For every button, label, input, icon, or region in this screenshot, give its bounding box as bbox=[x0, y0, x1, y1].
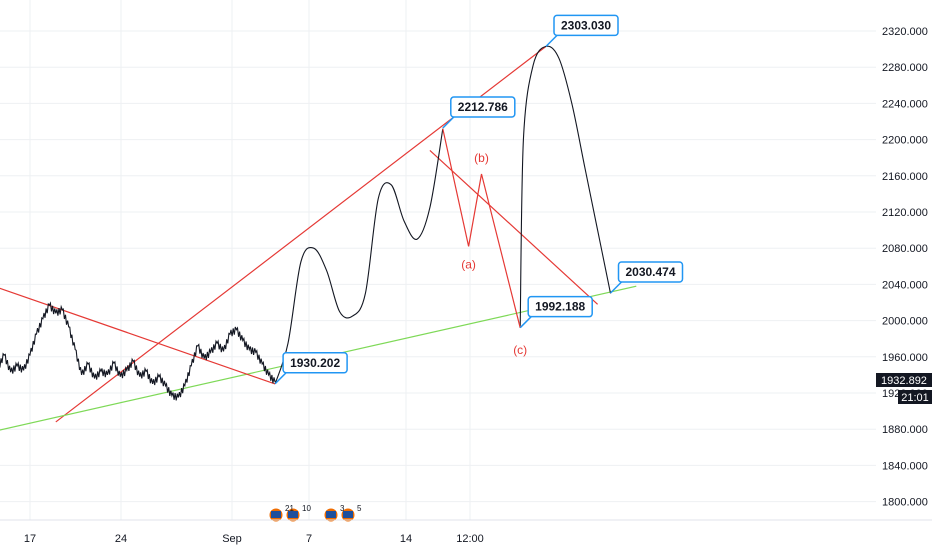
callout-pointer bbox=[442, 115, 456, 129]
correction-line bbox=[442, 128, 521, 328]
y-tick-label: 2000.000 bbox=[882, 316, 928, 328]
callout-label: 2030.474 bbox=[625, 265, 675, 279]
event-count: 21 bbox=[285, 504, 294, 513]
countdown-label: 21:01 bbox=[901, 392, 929, 404]
projection-continuation bbox=[519, 45, 612, 328]
y-tick-label: 2280.000 bbox=[882, 62, 928, 74]
x-tick-label: 12:00 bbox=[456, 533, 484, 545]
x-tick-label: Sep bbox=[222, 533, 242, 545]
time-axis[interactable]: 17 24 Sep 7 14 12:00 bbox=[0, 519, 932, 545]
current-price-label: 1932.892 bbox=[881, 375, 927, 387]
price-line bbox=[0, 301, 276, 401]
x-tick-label: 14 bbox=[400, 533, 412, 545]
economic-events[interactable]: 21 10 3 5 bbox=[268, 504, 362, 523]
x-tick-label: 24 bbox=[115, 533, 127, 545]
callout-pointer bbox=[519, 315, 533, 329]
event-count: 5 bbox=[357, 504, 362, 513]
y-tick-label: 2040.000 bbox=[882, 279, 928, 291]
callout-pointer bbox=[609, 280, 624, 294]
y-tick-label: 2160.000 bbox=[882, 171, 928, 183]
chart-grid bbox=[0, 0, 876, 520]
wave-label: (c) bbox=[513, 343, 527, 357]
flag-icon bbox=[288, 511, 298, 518]
callout-pointer bbox=[274, 371, 288, 385]
event-count: 3 bbox=[340, 504, 345, 513]
callout-pointer bbox=[545, 33, 559, 47]
callout-label: 2303.030 bbox=[561, 18, 611, 32]
callout-label: 1930.202 bbox=[290, 356, 340, 370]
projection-path bbox=[274, 45, 612, 385]
y-tick-label: 1880.000 bbox=[882, 424, 928, 436]
y-tick-label: 1960.000 bbox=[882, 352, 928, 364]
y-tick-label: 2240.000 bbox=[882, 98, 928, 110]
correction-zigzag: (a) (b) (c) bbox=[442, 128, 527, 357]
flag-icon bbox=[271, 511, 281, 518]
price-callout[interactable]: 1930.202 bbox=[274, 352, 348, 385]
price-callout[interactable]: 2303.030 bbox=[545, 14, 619, 47]
y-tick-label: 1840.000 bbox=[882, 460, 928, 472]
price-callout[interactable]: 2030.474 bbox=[609, 261, 684, 294]
event-flags[interactable]: 21 10 bbox=[268, 504, 311, 523]
descending-trendline bbox=[0, 287, 276, 385]
callout-box bbox=[527, 295, 593, 318]
callout-box bbox=[553, 14, 619, 37]
price-series bbox=[0, 301, 276, 401]
y-tick-label: 2200.000 bbox=[882, 135, 928, 147]
price-callout[interactable]: 1992.188 bbox=[519, 295, 593, 329]
wave-label: (a) bbox=[461, 257, 476, 271]
callout-box bbox=[450, 96, 516, 118]
wave-label: (b) bbox=[474, 151, 489, 165]
callout-box bbox=[282, 352, 348, 374]
y-tick-label: 2120.000 bbox=[882, 207, 928, 219]
callout-box bbox=[617, 261, 684, 283]
flag-icon bbox=[326, 511, 336, 518]
y-tick-label: 2080.000 bbox=[882, 243, 928, 255]
event-count: 10 bbox=[302, 504, 311, 513]
callout-label: 2212.786 bbox=[458, 100, 508, 114]
projection-trendline bbox=[429, 150, 599, 305]
y-tick-label: 1800.000 bbox=[882, 497, 928, 509]
callout-label: 1992.188 bbox=[535, 300, 585, 314]
x-tick-label: 17 bbox=[24, 533, 36, 545]
x-tick-label: 7 bbox=[306, 533, 312, 545]
price-callouts[interactable]: 1930.202 2212.786 2303.030 1992.188 2030.474 bbox=[274, 14, 684, 385]
flag-icon bbox=[343, 511, 353, 518]
current-price-tag: 1932.892 21:01 bbox=[876, 373, 932, 404]
price-axis[interactable]: 1800.0001840.0001880.0001920.0001960.000… bbox=[876, 0, 932, 520]
projection-curve bbox=[274, 128, 444, 385]
y-tick-label: 2320.000 bbox=[882, 26, 928, 38]
price-callout[interactable]: 2212.786 bbox=[442, 96, 516, 129]
